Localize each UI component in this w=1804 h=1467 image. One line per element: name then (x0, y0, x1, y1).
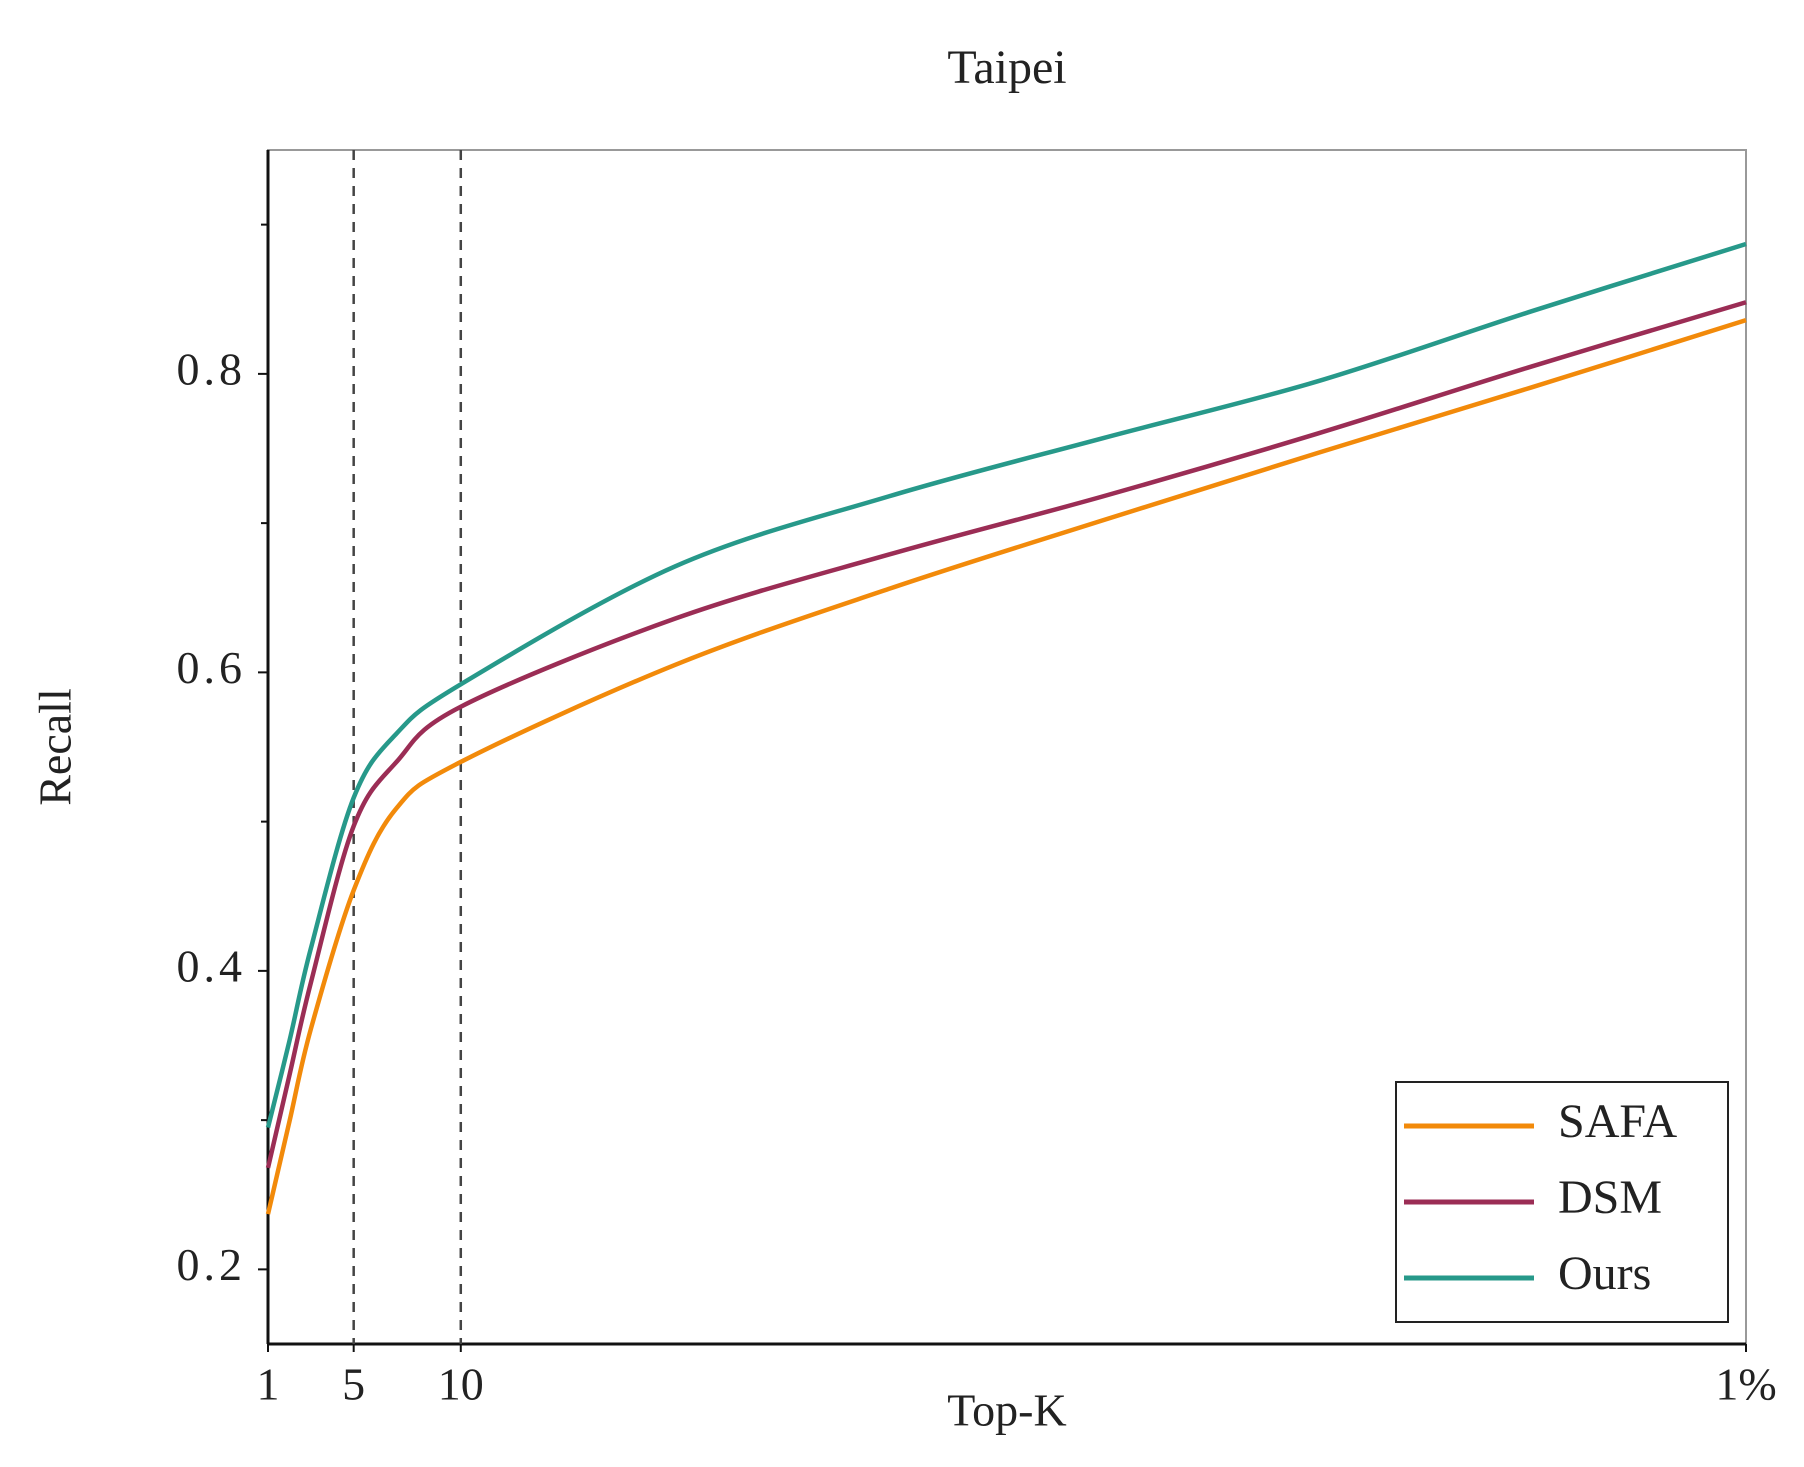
legend-label: Ours (1558, 1247, 1651, 1300)
x-tick-label: 1 (257, 1359, 280, 1410)
x-tick-label: 10 (438, 1359, 484, 1410)
x-axis-label: Top-K (947, 1385, 1066, 1436)
line-series (265, 241, 1747, 1129)
chart-title: Taipei (947, 41, 1066, 94)
line-series (265, 317, 1747, 1215)
legend-label: DSM (1558, 1171, 1662, 1224)
y-tick-label: 0.6 (177, 642, 247, 693)
x-tick-label: 1% (1715, 1359, 1776, 1410)
y-axis-label: Recall (30, 688, 81, 806)
y-tick-label: 0.8 (177, 343, 247, 394)
legend-label: SAFA (1558, 1095, 1677, 1148)
y-tick-label: 0.2 (177, 1239, 247, 1290)
x-tick-label: 5 (342, 1359, 365, 1410)
y-tick-label: 0.4 (177, 940, 247, 991)
line-series (265, 300, 1747, 1169)
